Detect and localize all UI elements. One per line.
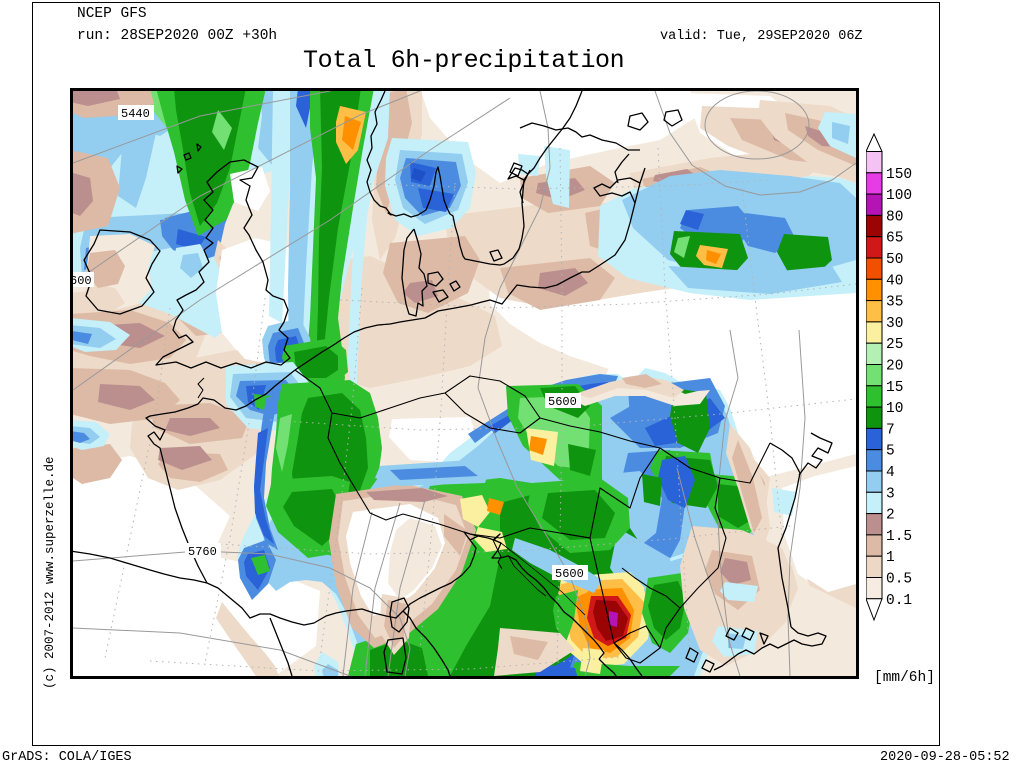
svg-text:7: 7 (886, 422, 895, 438)
svg-text:0.1: 0.1 (886, 593, 912, 609)
svg-text:5760: 5760 (188, 545, 217, 559)
svg-text:50: 50 (886, 252, 903, 268)
svg-text:150: 150 (886, 167, 912, 183)
svg-text:30: 30 (886, 316, 903, 332)
svg-text:0.5: 0.5 (886, 572, 912, 588)
svg-text:80: 80 (886, 209, 903, 225)
svg-text:35: 35 (886, 295, 903, 311)
svg-text:1.5: 1.5 (886, 529, 912, 545)
svg-text:5600: 5600 (555, 567, 584, 581)
svg-text:2: 2 (886, 508, 895, 524)
svg-text:65: 65 (886, 231, 903, 247)
svg-text:600: 600 (70, 274, 92, 288)
svg-text:20: 20 (886, 359, 903, 375)
svg-text:100: 100 (886, 188, 912, 204)
svg-text:40: 40 (886, 273, 903, 289)
svg-text:5600: 5600 (548, 395, 577, 409)
svg-text:3: 3 (886, 486, 895, 502)
svg-text:15: 15 (886, 380, 903, 396)
svg-text:1: 1 (886, 550, 895, 566)
svg-text:5440: 5440 (121, 107, 150, 121)
svg-text:4: 4 (886, 465, 895, 481)
svg-text:5: 5 (886, 444, 895, 460)
svg-text:10: 10 (886, 401, 903, 417)
svg-text:25: 25 (886, 337, 903, 353)
